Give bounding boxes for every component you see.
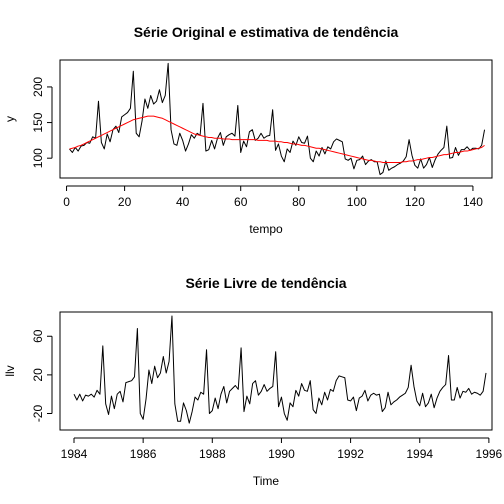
chart-top-x-axis: 0 20 40 60 80 100 120 140	[63, 185, 483, 209]
detrended-series-line	[73, 315, 487, 424]
chart-top-x-tick-label: 120	[405, 195, 425, 209]
trend-estimate-line	[69, 115, 485, 163]
chart-bottom-x-tick-label: 1992	[337, 447, 364, 461]
chart-bottom-series	[73, 315, 487, 424]
chart-top-x-tick-label: 80	[292, 195, 306, 209]
chart-bottom-y-tick-label: -20	[31, 405, 45, 423]
chart-bottom: Série Livre de tendência 1984 1986 1988 199…	[3, 275, 503, 488]
chart-bottom-y-tick-label: 60	[31, 329, 45, 343]
chart-bottom-plot-frame	[59, 311, 493, 431]
chart-bottom-x-tick-label: 1984	[61, 447, 88, 461]
chart-top-x-tick-label: 0	[63, 195, 70, 209]
chart-bottom-x-tick-label: 1988	[199, 447, 226, 461]
chart-top-y-tick-label: 100	[31, 148, 45, 168]
chart-bottom-x-tick-label: 1996	[476, 447, 503, 461]
chart-top-x-tick-label: 140	[463, 195, 483, 209]
chart-top: Série Original e estimativa de tendência…	[3, 24, 493, 236]
chart-bottom-y-tick-label: 20	[31, 368, 45, 382]
original-series-line	[69, 62, 486, 176]
chart-top-y-tick-label: 150	[31, 112, 45, 132]
chart-bottom-x-tick-label: 1986	[130, 447, 157, 461]
chart-bottom-y-axis: -20 20 60	[31, 329, 53, 423]
chart-top-x-tick-label: 20	[118, 195, 132, 209]
chart-top-plot-frame	[59, 59, 493, 179]
chart-bottom-x-tick-label: 1990	[268, 447, 295, 461]
chart-top-y-axis: 100 150 200	[31, 77, 53, 168]
chart-bottom-x-axis: 1984 1986 1988 1990 1992 1994 1996	[61, 437, 503, 461]
chart-bottom-x-label: Time	[253, 474, 280, 488]
chart-top-x-tick-label: 40	[176, 195, 190, 209]
chart-bottom-x-tick-label: 1994	[406, 447, 433, 461]
chart-top-title: Série Original e estimativa de tendência	[134, 24, 399, 40]
chart-top-y-label: y	[3, 116, 17, 122]
chart-top-x-tick-label: 60	[234, 195, 248, 209]
chart-top-series	[69, 62, 486, 176]
chart-bottom-title: Série Livre de tendência	[185, 275, 346, 291]
chart-top-x-tick-label: 100	[347, 195, 367, 209]
chart-top-y-tick-label: 200	[31, 77, 45, 97]
chart-top-x-label: tempo	[249, 222, 283, 236]
chart-bottom-y-label: llv	[3, 365, 17, 376]
